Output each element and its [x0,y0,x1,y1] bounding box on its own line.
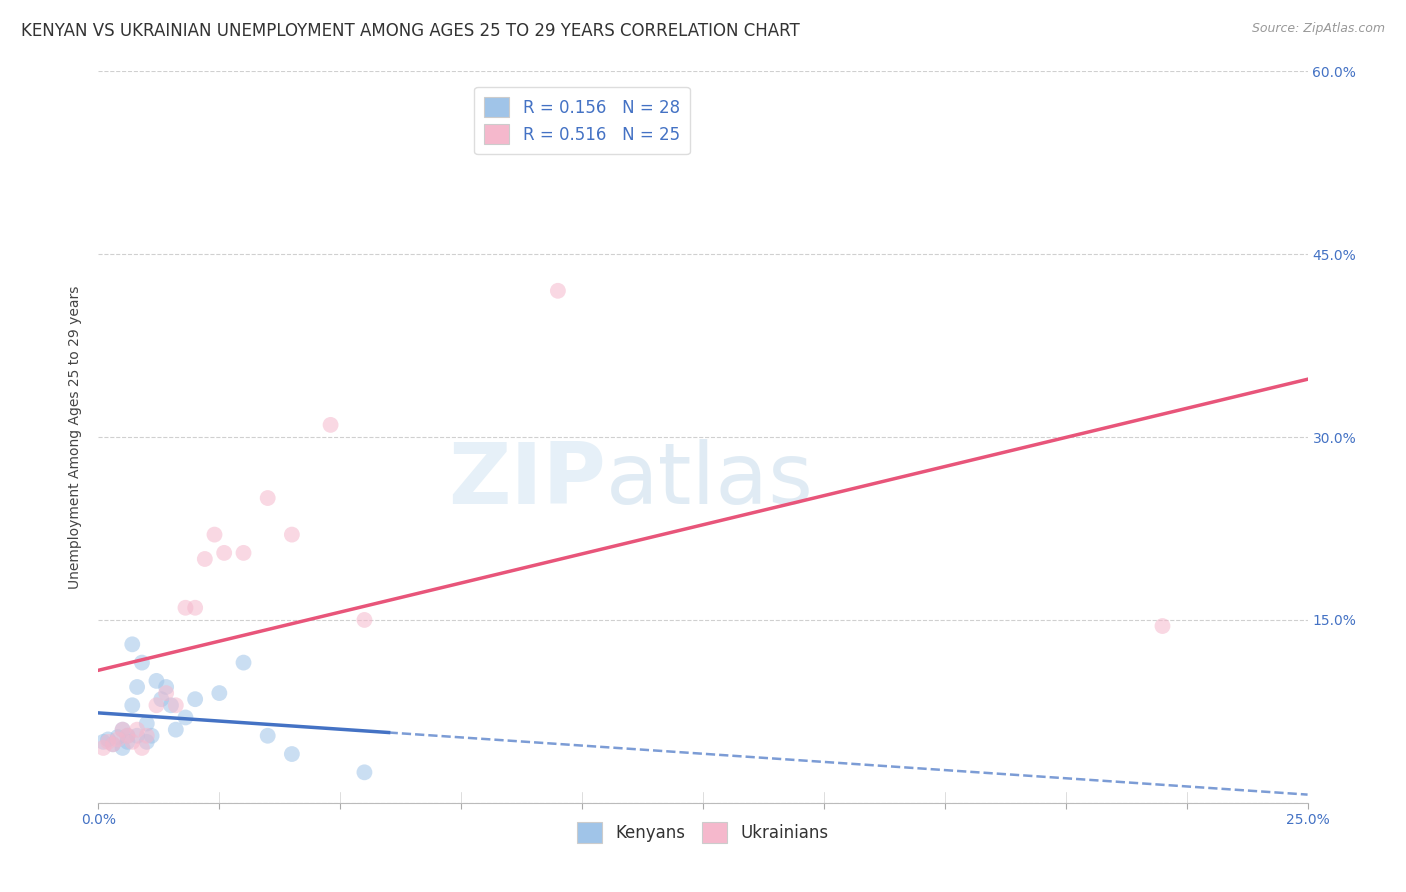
Text: ZIP: ZIP [449,440,606,523]
Point [135,735,157,749]
Point [208,686,231,700]
Point [212,546,235,560]
Point [145,673,167,688]
Point [121,637,143,651]
Point [121,735,143,749]
Point [141,729,163,743]
Point [127,723,149,737]
Point [184,692,207,706]
Point [353,765,375,780]
Point [101,737,124,751]
Point [184,600,207,615]
Point [111,740,134,755]
Point [256,729,278,743]
Point [107,732,129,747]
Point [155,686,177,700]
Point [547,284,569,298]
Point [111,723,134,737]
Point [232,546,254,560]
Point [353,613,375,627]
Point [256,491,278,505]
Point [232,656,254,670]
Point [121,698,143,713]
Legend: Kenyans, Ukrainians: Kenyans, Ukrainians [571,815,835,849]
Point [135,729,157,743]
Point [1152,619,1174,633]
Point [131,656,153,670]
Point [91,735,114,749]
Point [165,723,187,737]
Point [127,680,149,694]
Point [117,729,139,743]
Point [117,735,139,749]
Point [174,600,197,615]
Point [97,735,120,749]
Point [111,723,134,737]
Point [135,716,157,731]
Point [101,737,124,751]
Point [319,417,342,432]
Point [131,740,153,755]
Point [150,692,173,706]
Point [155,680,177,694]
Point [204,527,226,541]
Text: atlas: atlas [606,440,814,523]
Point [127,729,149,743]
Point [97,732,120,747]
Point [194,552,217,566]
Point [281,747,304,761]
Y-axis label: Unemployment Among Ages 25 to 29 years: Unemployment Among Ages 25 to 29 years [69,285,83,589]
Text: Source: ZipAtlas.com: Source: ZipAtlas.com [1251,22,1385,36]
Point [160,698,183,713]
Point [145,698,167,713]
Point [174,710,197,724]
Point [281,527,304,541]
Point [117,729,139,743]
Point [165,698,187,713]
Point [91,740,114,755]
Text: KENYAN VS UKRAINIAN UNEMPLOYMENT AMONG AGES 25 TO 29 YEARS CORRELATION CHART: KENYAN VS UKRAINIAN UNEMPLOYMENT AMONG A… [21,22,800,40]
Point [107,730,129,744]
